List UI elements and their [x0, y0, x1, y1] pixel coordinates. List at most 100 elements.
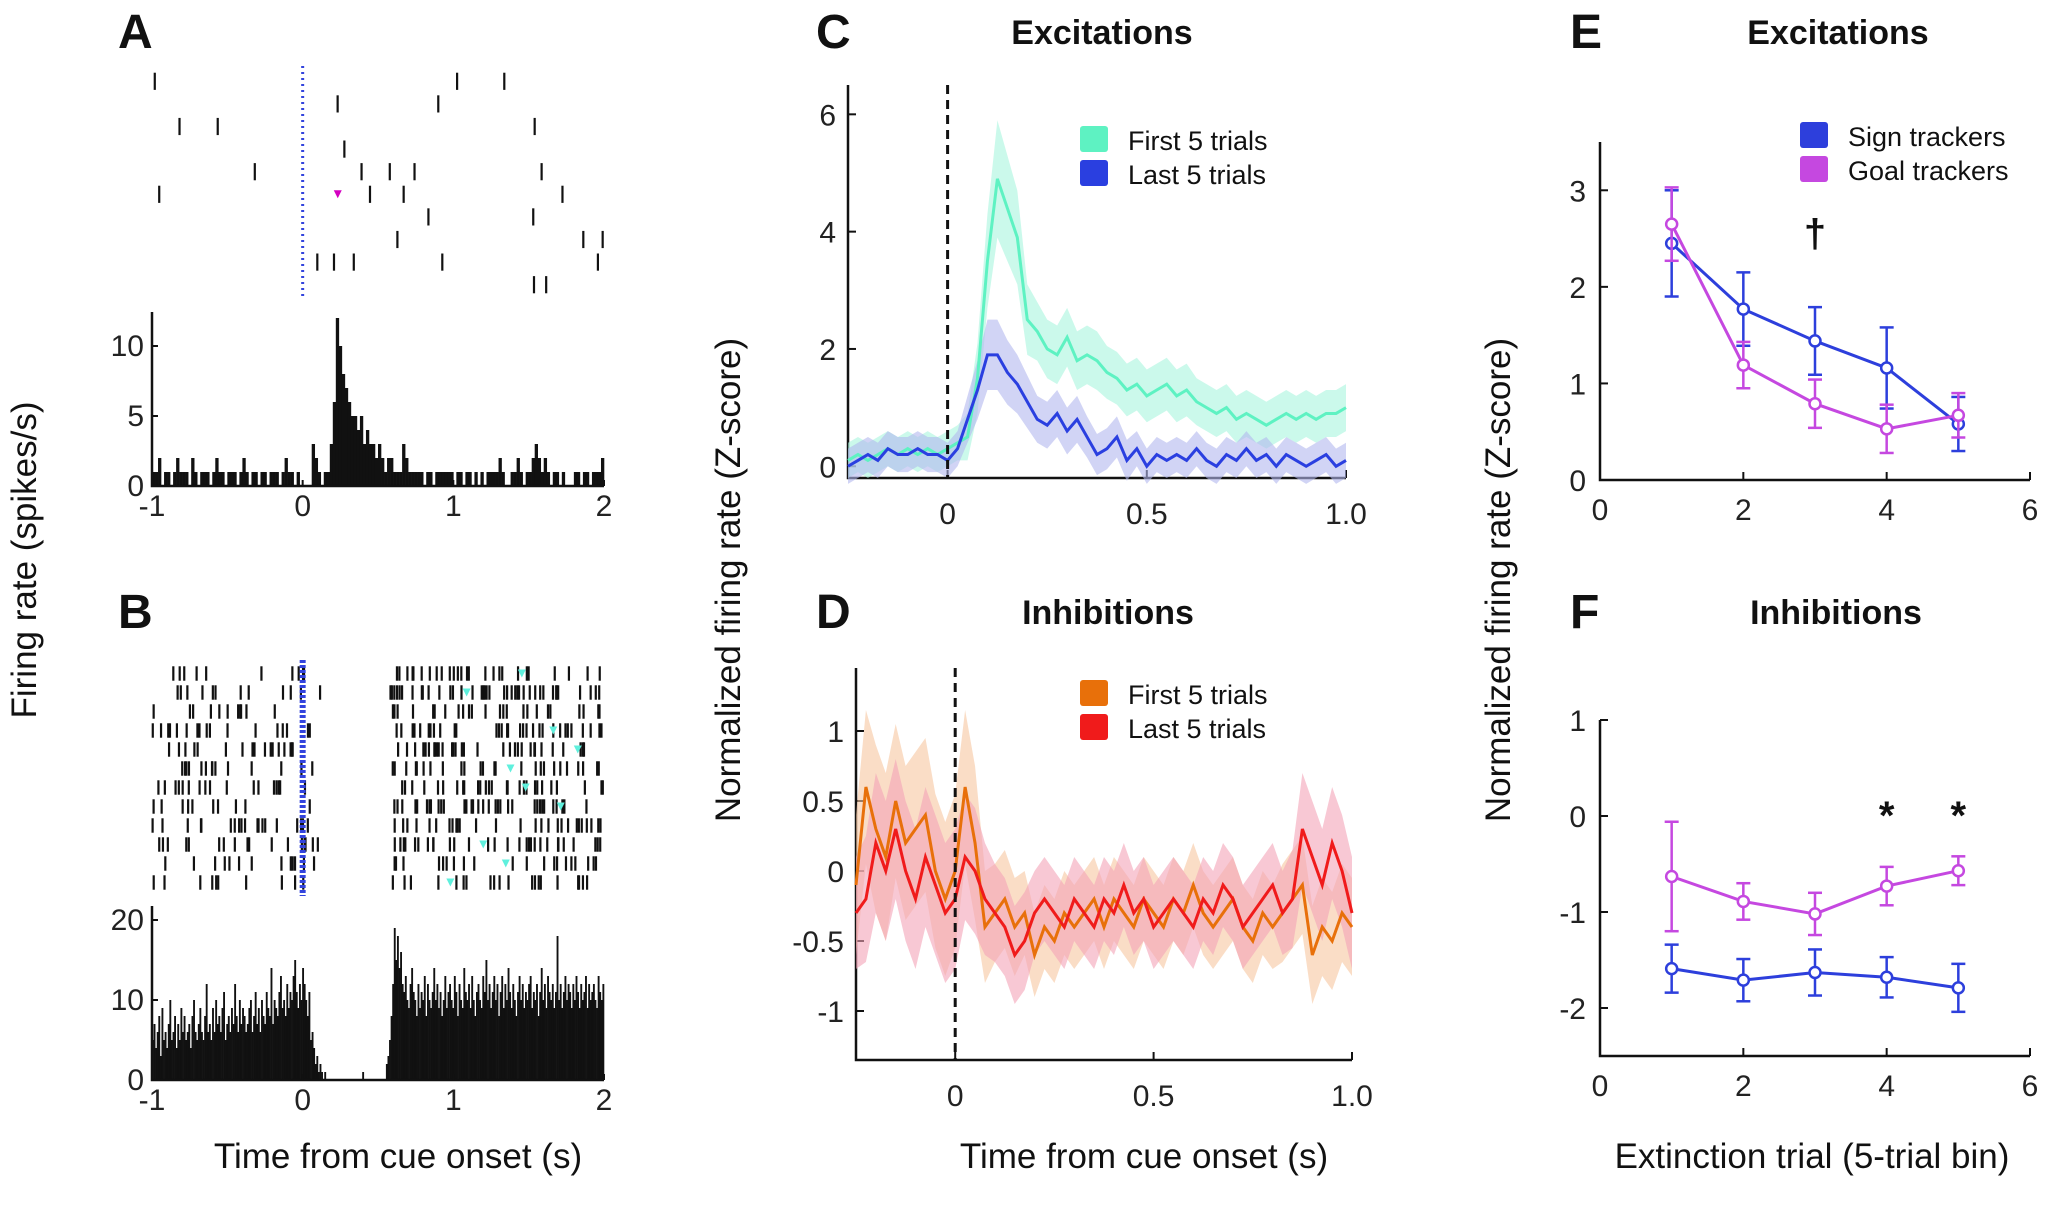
histogram-bar-b [297, 1008, 300, 1080]
histogram-bar-b [253, 1016, 256, 1080]
histogram-bar-b [490, 1008, 493, 1080]
legend-c-first-swatch [1080, 126, 1108, 152]
histogram-bar-b [469, 1008, 472, 1080]
histogram-bar-b [234, 984, 237, 1080]
histogram-bar-b [591, 992, 594, 1080]
histogram-bar-b [238, 1000, 241, 1080]
histogram-bar-a [314, 458, 319, 486]
histogram-bar-b [310, 1040, 312, 1080]
histogram-bar-a [405, 458, 409, 486]
x-tick-label-b: 1 [445, 1084, 462, 1117]
histogram-bar-a [534, 444, 539, 486]
y-tick-label-d: 1 [827, 716, 844, 749]
histogram-bar-a [384, 472, 388, 486]
y-tick-label-d: 0 [827, 856, 844, 889]
histogram-bar-a [543, 458, 548, 486]
histogram-bar-b [400, 952, 403, 1080]
histogram-bar-a [390, 458, 394, 486]
histogram-bar-b [428, 1000, 431, 1080]
histogram-bar-b [561, 1008, 564, 1080]
histogram-bar-b [577, 992, 580, 1080]
histogram-bar-a [368, 444, 373, 486]
histogram-bar-b [543, 984, 546, 1080]
histogram-bar-a [296, 472, 300, 486]
histogram-bar-a [438, 472, 442, 486]
raster-marker-b [462, 688, 471, 697]
data-point-e-0 [1808, 334, 1822, 348]
x-tick-label-c: 1.0 [1325, 498, 1367, 531]
histogram-bar-b [194, 1032, 197, 1080]
histogram-bar-b [251, 1032, 254, 1080]
histogram-bar-b [449, 984, 451, 1080]
histogram-bar-a [164, 472, 168, 486]
histogram-bar-a [468, 472, 472, 486]
histogram-bar-b [558, 1000, 561, 1080]
histogram-bar-a [347, 402, 352, 486]
histogram-bar-a [501, 472, 505, 486]
histogram-bar-a [486, 472, 490, 486]
histogram-bar-b [280, 976, 282, 1080]
histogram-bar-b [403, 992, 406, 1080]
histogram-bar-b [362, 1072, 365, 1080]
histogram-bar-a [378, 444, 382, 486]
histogram-bar-b [585, 976, 587, 1080]
histogram-bar-a [344, 388, 349, 486]
histogram-bar-a [281, 472, 285, 486]
histogram-bar-b [221, 1008, 224, 1080]
histogram-bar-b [425, 1016, 428, 1080]
histogram-bar-a [182, 472, 186, 486]
histogram-bar-a [239, 472, 243, 486]
histogram-bar-b [573, 1000, 576, 1080]
histogram-bar-b [436, 984, 439, 1080]
histogram-bar-b [210, 1040, 213, 1080]
histogram-bar-b [166, 1048, 169, 1080]
histogram-bar-b [596, 1008, 598, 1080]
histogram-bar-b [245, 1032, 248, 1080]
histogram-bar-b [523, 1008, 526, 1080]
histogram-bar-b [175, 1048, 178, 1080]
histogram-bar-b [474, 1016, 477, 1080]
histogram-bar-a [555, 472, 560, 486]
histogram-bar-b [204, 1016, 207, 1080]
histogram-bar-b [445, 1008, 448, 1080]
histogram-bar-a [393, 472, 397, 486]
histogram-bar-b [261, 1000, 263, 1080]
x-tick-label-f: 6 [2022, 1070, 2039, 1103]
histogram-bar-a [332, 402, 337, 486]
histogram-bar-b [501, 976, 504, 1080]
histogram-bar-b [317, 1072, 320, 1080]
histogram-bar-b [313, 1048, 316, 1080]
histogram-bar-a [516, 458, 520, 486]
x-tick-label-f: 4 [1878, 1070, 1895, 1103]
histogram-bar-a [450, 472, 454, 486]
y-tick-label-c: 2 [819, 334, 836, 367]
histogram-bar-b [387, 1056, 390, 1080]
histogram-bar-a [335, 318, 340, 486]
histogram-bar-a [227, 472, 231, 486]
histogram-bar-b [303, 984, 306, 1080]
histogram-bar-a [459, 472, 463, 486]
histogram-bar-b [479, 1000, 482, 1080]
histogram-bar-a [242, 458, 246, 486]
histogram-bar-b [438, 1008, 440, 1080]
middle-x-axis-label: Time from cue onset (s) [960, 1137, 1328, 1176]
histogram-bar-b [419, 1008, 421, 1080]
histogram-bar-b [265, 992, 268, 1080]
histogram-bar-b [409, 984, 412, 1080]
histogram-bar-b [287, 1008, 290, 1080]
raster-marker-b [556, 802, 565, 811]
histogram-bar-b [186, 1032, 189, 1080]
y-tick-label-a: 0 [127, 470, 144, 503]
histogram-bar-b [161, 1008, 164, 1080]
histogram-bar-b [472, 1000, 475, 1080]
histogram-bar-a [218, 472, 222, 486]
panel-letter-a: A [118, 6, 153, 59]
histogram-bar-b [264, 1024, 267, 1080]
left-x-axis-label: Time from cue onset (s) [214, 1137, 582, 1176]
histogram-bar-b [562, 992, 565, 1080]
histogram-bar-a [537, 458, 542, 486]
legend-d-first-label: First 5 trials [1128, 680, 1268, 710]
histogram-bar-b [182, 1032, 184, 1080]
histogram-bar-a [167, 472, 171, 486]
